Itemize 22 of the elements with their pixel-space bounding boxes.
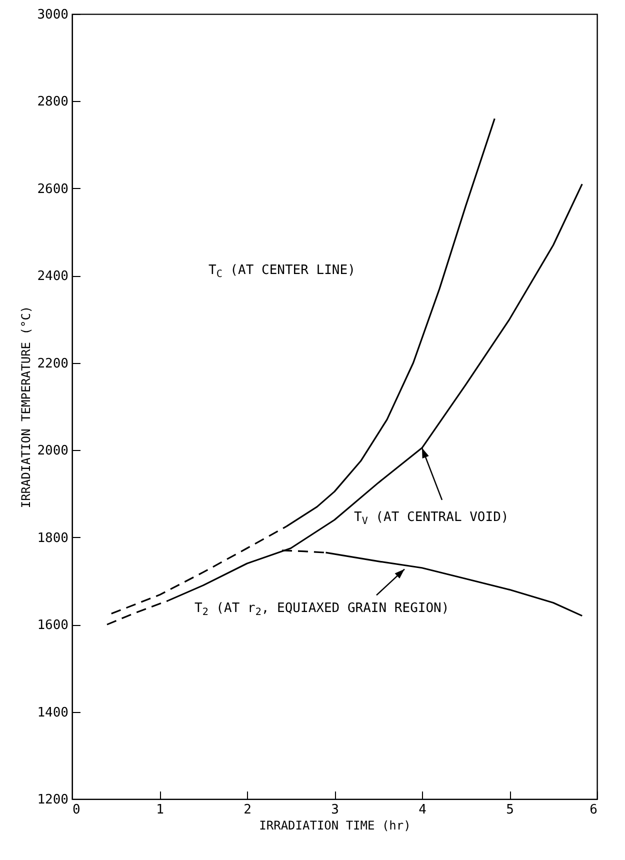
y-tick-label: 1400	[37, 705, 68, 720]
x-tick-label: 0	[72, 802, 80, 818]
y-tick-label: 1200	[37, 792, 68, 808]
x-tick-label: 2	[244, 802, 252, 818]
y-axis-title: IRRADIATION TEMPERATURE (°C)	[19, 306, 34, 508]
y-tick-label: 3000	[37, 8, 68, 22]
y-tick-label: 2600	[37, 182, 68, 197]
y-tick-label: 2800	[37, 94, 68, 110]
x-tick-label: 5	[506, 802, 514, 818]
x-tick-label: 1	[156, 802, 164, 818]
x-tick-label: 6	[590, 802, 598, 818]
y-tick-label: 2200	[37, 356, 68, 372]
x-tick-label: 3	[331, 802, 339, 818]
annotation: T$_{V}$ (AT CENTRAL VOID)	[354, 510, 509, 527]
y-tick-label: 1800	[37, 530, 68, 546]
x-axis-title: IRRADIATION TIME (hr)	[259, 818, 411, 832]
y-tick-label: 2400	[37, 269, 68, 284]
y-tick-label: 1600	[37, 618, 68, 634]
y-tick-label: 2000	[37, 444, 68, 459]
annotation: T$_{2}$ (AT r$_{2}$, EQUIAXED GRAIN REGION)	[194, 601, 450, 618]
x-tick-label: 4	[418, 802, 427, 818]
annotation: T$_{C}$ (AT CENTER LINE)	[208, 263, 356, 280]
